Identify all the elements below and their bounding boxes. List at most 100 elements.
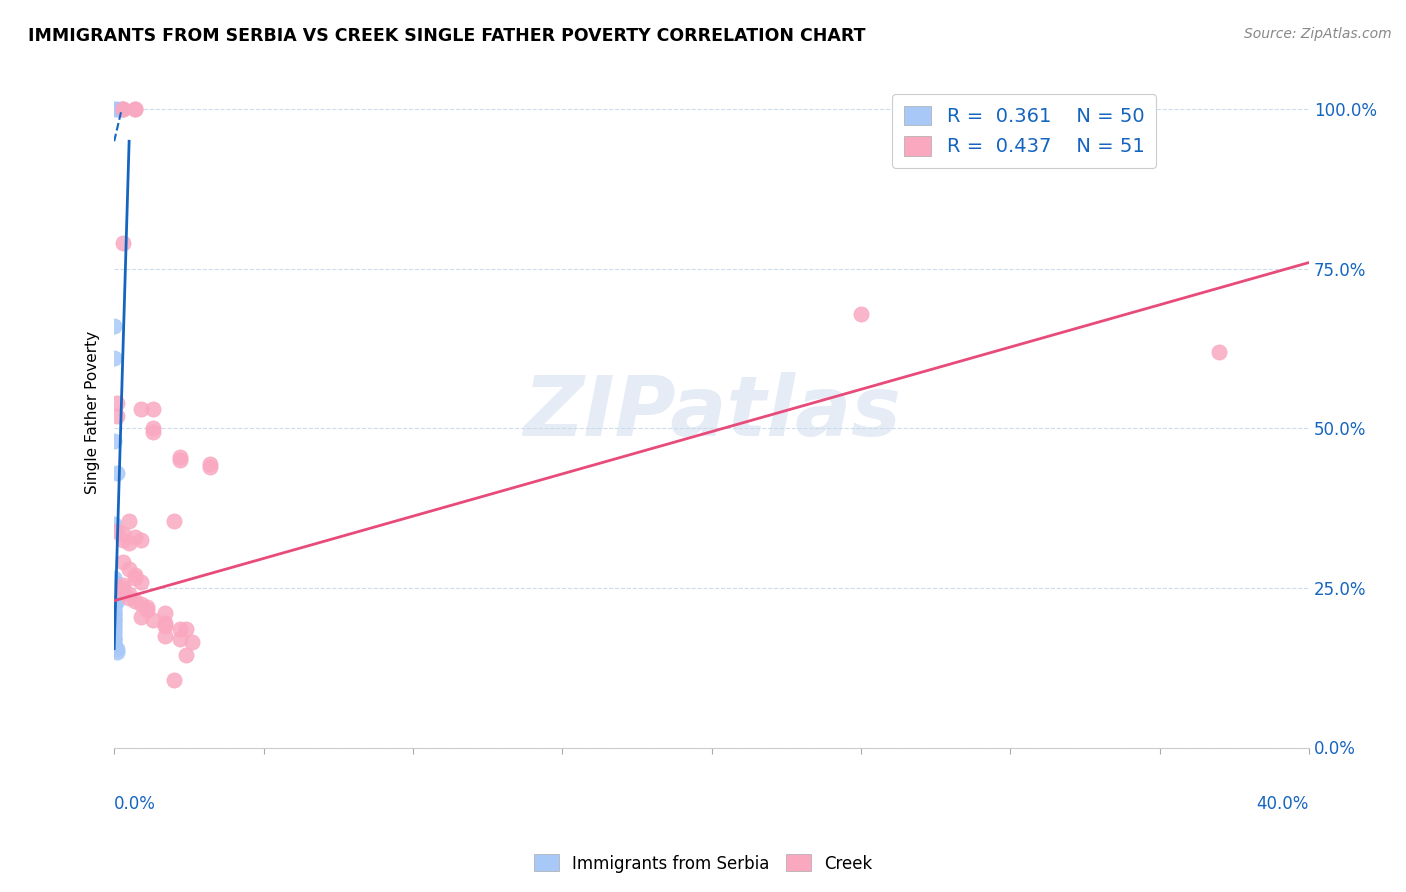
Point — [142, 425, 165, 439]
Point — [180, 635, 202, 649]
Point — [174, 648, 197, 662]
Point — [129, 402, 152, 417]
Point — [103, 629, 125, 643]
Point — [142, 402, 165, 417]
Point — [103, 609, 125, 624]
Point — [112, 556, 135, 570]
Point — [129, 609, 152, 624]
Point — [124, 571, 146, 585]
Text: IMMIGRANTS FROM SERBIA VS CREEK SINGLE FATHER POVERTY CORRELATION CHART: IMMIGRANTS FROM SERBIA VS CREEK SINGLE F… — [28, 27, 866, 45]
Point — [103, 632, 125, 646]
Legend: R =  0.361    N = 50, R =  0.437    N = 51: R = 0.361 N = 50, R = 0.437 N = 51 — [893, 94, 1156, 168]
Point — [103, 600, 125, 615]
Point — [103, 571, 125, 585]
Legend: Immigrants from Serbia, Creek: Immigrants from Serbia, Creek — [527, 847, 879, 880]
Point — [1208, 344, 1230, 359]
Point — [142, 613, 165, 627]
Point — [124, 530, 146, 544]
Point — [849, 307, 872, 321]
Point — [103, 586, 125, 600]
Point — [103, 633, 125, 648]
Point — [118, 562, 141, 576]
Point — [112, 578, 135, 592]
Point — [112, 103, 135, 117]
Point — [129, 597, 152, 611]
Point — [105, 409, 128, 423]
Point — [169, 453, 191, 467]
Point — [169, 623, 191, 637]
Point — [163, 673, 186, 688]
Point — [105, 466, 128, 480]
Point — [103, 351, 125, 366]
Point — [108, 584, 131, 599]
Point — [153, 615, 176, 630]
Point — [118, 514, 141, 528]
Point — [103, 607, 125, 622]
Point — [103, 578, 125, 592]
Point — [153, 607, 176, 621]
Point — [103, 637, 125, 651]
Point — [103, 581, 125, 595]
Point — [111, 103, 134, 117]
Point — [103, 619, 125, 633]
Point — [103, 587, 125, 601]
Point — [103, 603, 125, 617]
Point — [103, 319, 125, 334]
Point — [103, 591, 125, 605]
Point — [105, 593, 128, 607]
Point — [153, 619, 176, 633]
Point — [103, 631, 125, 645]
Text: 0.0%: 0.0% — [114, 796, 156, 814]
Point — [124, 103, 146, 117]
Point — [105, 524, 128, 538]
Point — [112, 103, 135, 117]
Point — [112, 526, 135, 541]
Point — [105, 103, 128, 117]
Point — [105, 641, 128, 656]
Point — [103, 434, 125, 449]
Point — [105, 584, 128, 599]
Point — [129, 533, 152, 547]
Text: Source: ZipAtlas.com: Source: ZipAtlas.com — [1244, 27, 1392, 41]
Point — [103, 625, 125, 640]
Point — [174, 623, 197, 637]
Y-axis label: Single Father Poverty: Single Father Poverty — [86, 331, 100, 494]
Point — [103, 103, 125, 117]
Point — [103, 599, 125, 613]
Point — [103, 624, 125, 639]
Point — [112, 581, 135, 595]
Point — [111, 103, 134, 117]
Point — [103, 593, 125, 607]
Point — [142, 421, 165, 435]
Point — [118, 591, 141, 605]
Point — [112, 533, 135, 547]
Text: 40.0%: 40.0% — [1257, 796, 1309, 814]
Point — [124, 568, 146, 582]
Point — [103, 623, 125, 637]
Point — [103, 618, 125, 632]
Point — [108, 587, 131, 601]
Point — [103, 597, 125, 611]
Point — [198, 459, 221, 474]
Point — [103, 607, 125, 621]
Point — [169, 450, 191, 464]
Point — [103, 517, 125, 532]
Point — [198, 457, 221, 471]
Point — [103, 611, 125, 625]
Point — [112, 584, 135, 599]
Point — [103, 574, 125, 589]
Point — [129, 574, 152, 589]
Point — [124, 103, 146, 117]
Point — [103, 615, 125, 630]
Point — [124, 593, 146, 607]
Point — [105, 645, 128, 659]
Point — [103, 635, 125, 649]
Point — [105, 582, 128, 597]
Point — [112, 236, 135, 251]
Point — [153, 629, 176, 643]
Point — [136, 600, 159, 615]
Point — [103, 639, 125, 653]
Point — [105, 396, 128, 410]
Point — [105, 591, 128, 605]
Point — [103, 605, 125, 619]
